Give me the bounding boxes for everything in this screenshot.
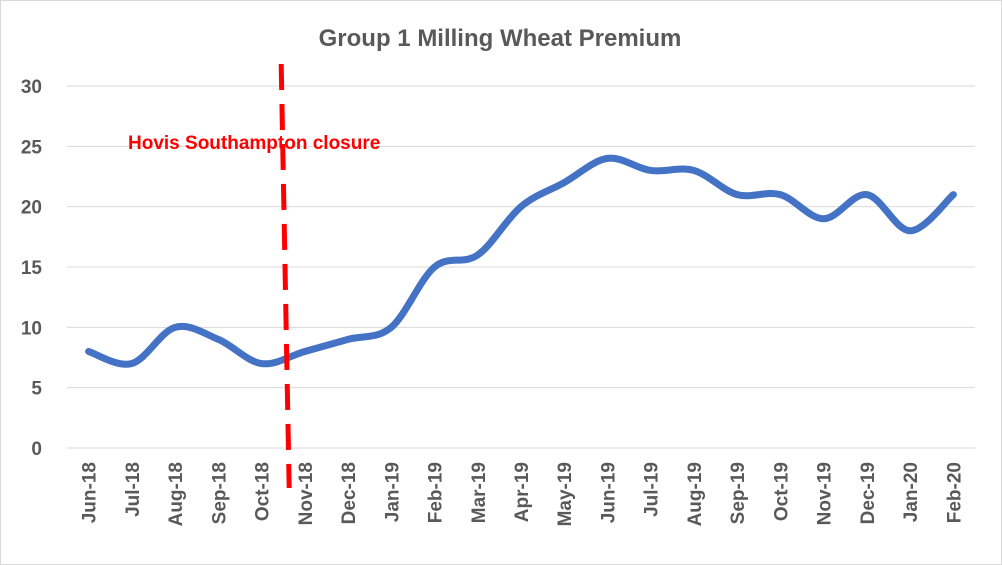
data-point [648, 167, 654, 173]
data-point [215, 336, 221, 342]
data-point [561, 180, 567, 186]
data-point [475, 252, 481, 258]
x-tick-label: Mar-19 [469, 462, 490, 523]
x-tick-label: Sep-18 [209, 462, 230, 524]
series-line [85, 154, 957, 368]
x-tick-label: Jun-19 [598, 462, 619, 523]
y-tick-label: 5 [31, 379, 42, 400]
data-point [129, 361, 135, 367]
data-point [777, 192, 783, 198]
data-point [518, 204, 524, 210]
data-point [172, 324, 178, 330]
y-axis-ticks: 0 5 10 15 20 25 30 [21, 77, 43, 460]
x-tick-label: Dec-19 [858, 462, 879, 524]
data-point [432, 264, 438, 270]
series-group [85, 154, 957, 368]
x-tick-label: Nov-19 [815, 462, 836, 525]
data-point [388, 324, 394, 330]
x-tick-label: Feb-20 [944, 462, 965, 523]
data-point [302, 348, 308, 354]
annotation-marker-line [278, 63, 292, 489]
data-point [86, 348, 92, 354]
x-tick-label: Oct-18 [253, 462, 274, 521]
x-tick-label: Apr-19 [512, 462, 533, 522]
y-tick-label: 0 [31, 439, 42, 460]
x-tick-label: Sep-19 [728, 462, 749, 524]
x-tick-label: Jan-19 [382, 462, 403, 522]
y-tick-label: 20 [21, 198, 42, 219]
x-tick-label: Nov-18 [296, 462, 317, 525]
data-point [821, 216, 827, 222]
x-tick-label: Feb-19 [426, 462, 447, 523]
y-tick-label: 25 [21, 137, 43, 158]
x-tick-label: Aug-18 [166, 462, 187, 526]
x-tick-label: Jul-19 [642, 462, 663, 517]
annotation-group: Hovis Southampton closure [128, 63, 380, 489]
annotation-label: Hovis Southampton closure [128, 133, 380, 154]
y-tick-label: 15 [21, 258, 43, 279]
data-point [907, 228, 913, 234]
y-tick-label: 30 [21, 77, 42, 98]
data-point [864, 192, 870, 198]
x-axis-ticks: Jun-18 Jul-18 Aug-18 Sep-18 Oct-18 Nov-18 Dec-… [80, 462, 966, 526]
data-point [734, 192, 740, 198]
x-tick-label: Jan-20 [901, 462, 922, 522]
y-tick-label: 10 [21, 318, 42, 339]
x-tick-label: May-19 [555, 462, 576, 526]
x-tick-label: Dec-18 [339, 462, 360, 524]
data-point [259, 361, 265, 367]
x-tick-label: Oct-19 [771, 462, 792, 521]
data-point [691, 167, 697, 173]
data-point [950, 192, 956, 198]
data-point [345, 336, 351, 342]
x-tick-label: Jul-18 [123, 462, 144, 517]
data-point [604, 155, 610, 161]
x-tick-label: Jun-18 [80, 462, 101, 523]
x-tick-label: Aug-19 [685, 462, 706, 526]
chart-title: Group 1 Milling Wheat Premium [319, 25, 682, 52]
